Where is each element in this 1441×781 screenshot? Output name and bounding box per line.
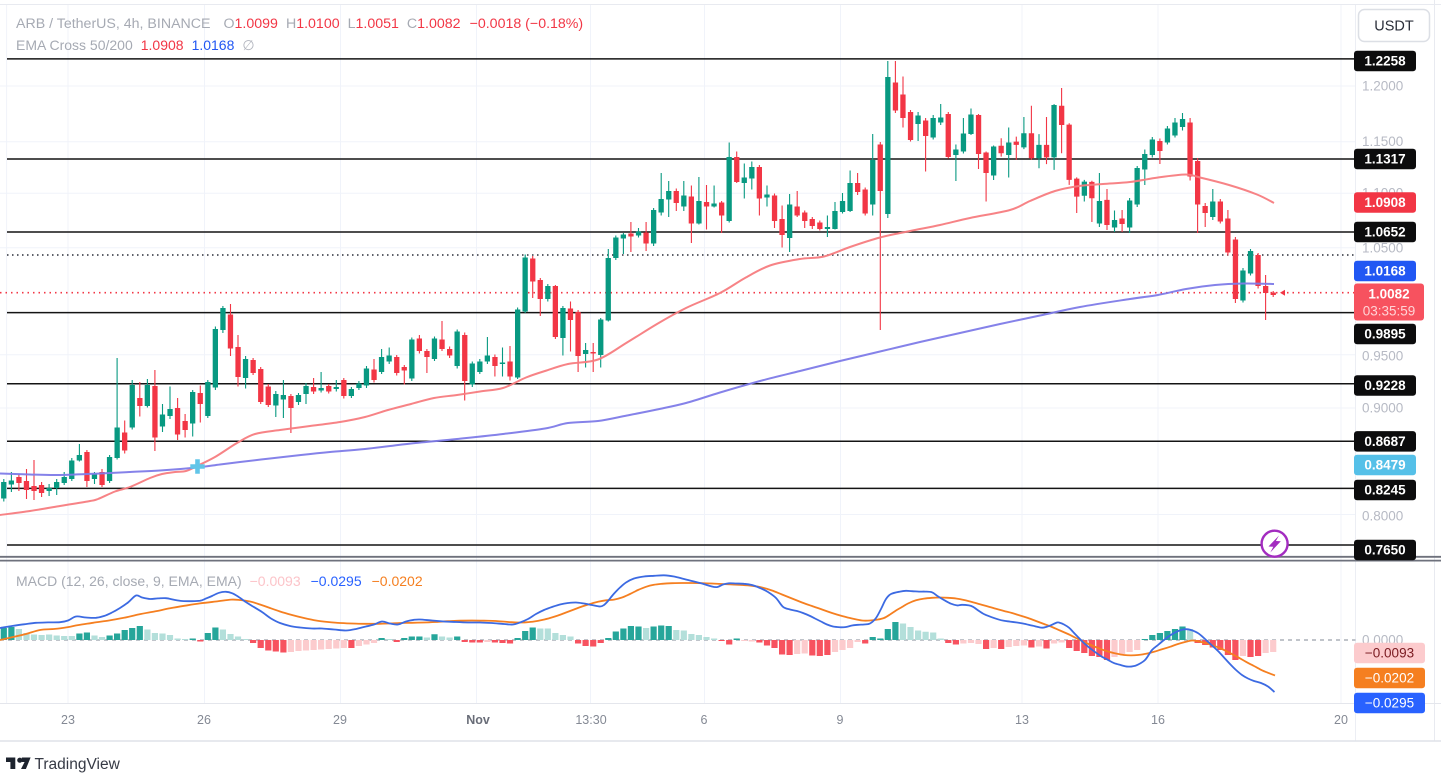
svg-text:Nov: Nov [466, 713, 490, 727]
svg-text:0.8245: 0.8245 [1364, 483, 1406, 498]
svg-text:TradingView: TradingView [35, 756, 121, 773]
svg-text:1.1500: 1.1500 [1362, 134, 1403, 149]
svg-text:1.1317: 1.1317 [1364, 152, 1405, 167]
svg-text:16: 16 [1151, 713, 1165, 727]
svg-text:1.0652: 1.0652 [1364, 225, 1405, 240]
svg-text:1.0082: 1.0082 [1368, 287, 1409, 302]
svg-text:13:30: 13:30 [575, 713, 606, 727]
svg-text:23: 23 [61, 713, 75, 727]
svg-text:13: 13 [1015, 713, 1029, 727]
svg-text:1.0168: 1.0168 [1364, 264, 1406, 279]
svg-text:USDT: USDT [1374, 19, 1414, 35]
svg-text:−0.0295: −0.0295 [1365, 696, 1414, 711]
svg-text:−0.0202: −0.0202 [1365, 671, 1414, 686]
svg-text:0.9895: 0.9895 [1364, 327, 1406, 342]
svg-text:1.2000: 1.2000 [1362, 79, 1403, 94]
svg-text:0.9000: 0.9000 [1362, 401, 1403, 416]
svg-text:0.8479: 0.8479 [1364, 458, 1405, 473]
svg-text:03:35:59: 03:35:59 [1363, 304, 1416, 319]
svg-text:20: 20 [1334, 713, 1348, 727]
svg-text:6: 6 [701, 713, 708, 727]
svg-text:−0.0093: −0.0093 [1365, 646, 1414, 661]
svg-text:1.0500: 1.0500 [1362, 240, 1403, 255]
svg-text:0.9500: 0.9500 [1362, 349, 1403, 364]
svg-text:0.8000: 0.8000 [1362, 509, 1403, 524]
svg-text:1.2258: 1.2258 [1364, 54, 1406, 69]
svg-text:MACD (12, 26, close, 9, EMA, E: MACD (12, 26, close, 9, EMA, EMA) −0.0093… [16, 573, 423, 589]
svg-text:29: 29 [333, 713, 347, 727]
svg-text:0.9228: 0.9228 [1364, 378, 1406, 393]
svg-text:26: 26 [197, 713, 211, 727]
svg-text:1.0908: 1.0908 [1364, 195, 1406, 210]
svg-text:0.8687: 0.8687 [1364, 434, 1405, 449]
svg-text:9: 9 [837, 713, 844, 727]
svg-text:0.7650: 0.7650 [1364, 543, 1405, 558]
